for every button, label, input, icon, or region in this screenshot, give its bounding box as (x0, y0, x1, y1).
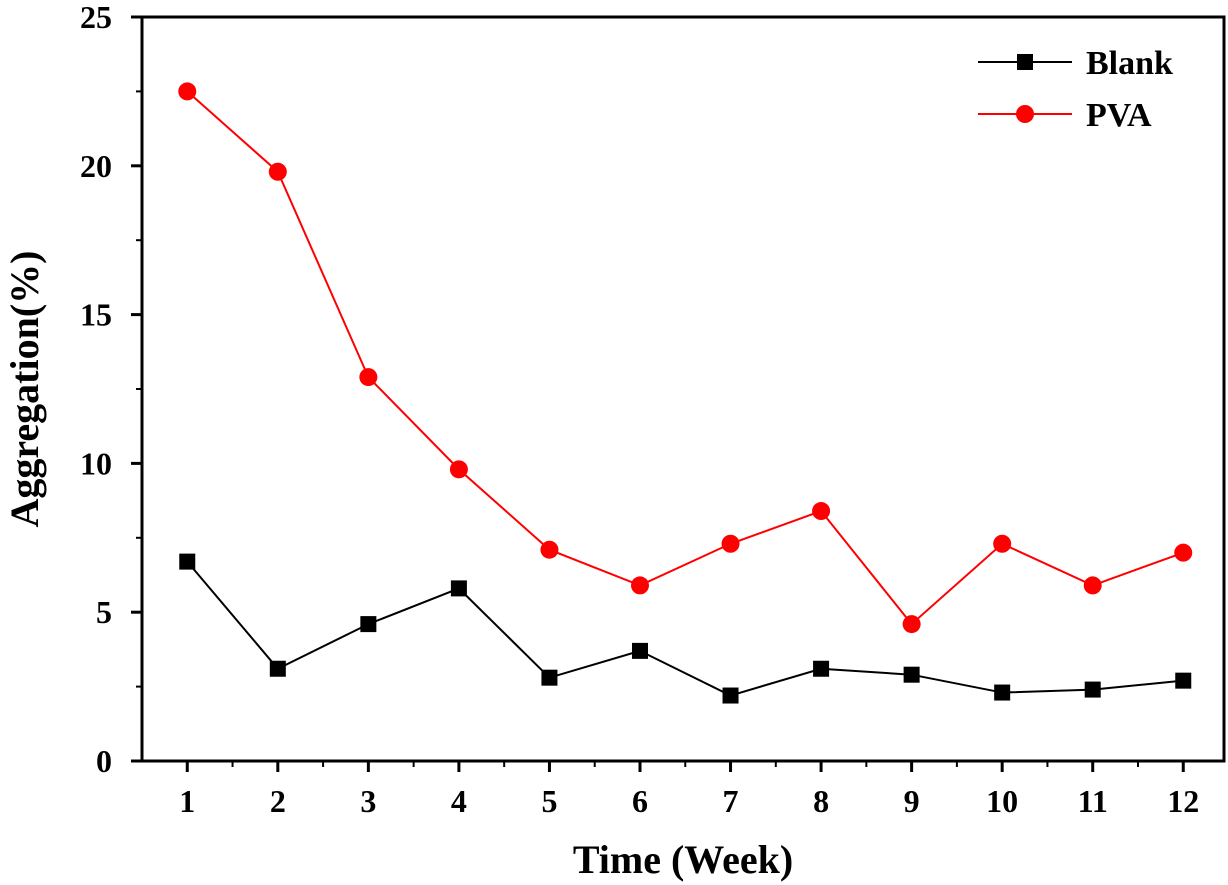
data-point-pva (630, 576, 649, 595)
y-tick-label: 10 (80, 445, 112, 481)
x-tick-label: 11 (1078, 783, 1108, 819)
data-point-blank (903, 666, 920, 683)
y-tick-label: 25 (80, 0, 112, 35)
data-point-blank (722, 687, 739, 704)
data-point-pva (268, 162, 287, 181)
data-point-blank (1175, 672, 1192, 689)
data-point-pva (721, 534, 740, 553)
data-point-blank (631, 642, 648, 659)
x-tick-label: 5 (541, 783, 557, 819)
legend-label-pva: PVA (1086, 97, 1152, 134)
data-point-pva (812, 502, 831, 521)
data-point-blank (541, 669, 558, 686)
data-point-pva (1083, 576, 1102, 595)
x-tick-label: 2 (270, 783, 286, 819)
data-point-pva (902, 615, 921, 634)
data-point-blank (1084, 681, 1101, 698)
x-tick-label: 10 (986, 783, 1018, 819)
data-point-blank (450, 580, 467, 597)
x-tick-label: 3 (360, 783, 376, 819)
series-layer (178, 82, 1193, 704)
x-axis: 1 2 3 4 5 6 7 8 9 10 11 12 (179, 761, 1199, 819)
y-tick-label: 0 (96, 743, 112, 779)
legend-marker-blank (1017, 54, 1033, 70)
data-point-pva (449, 460, 468, 479)
x-tick-label: 6 (632, 783, 648, 819)
x-tick-label: 1 (179, 783, 195, 819)
x-tick-label: 7 (723, 783, 739, 819)
legend: Blank PVA (978, 45, 1173, 134)
y-tick-label: 15 (80, 297, 112, 333)
x-tick-label: 9 (904, 783, 920, 819)
series-line-blank (186, 560, 1184, 697)
y-tick-label: 5 (96, 594, 112, 630)
legend-marker-pva (1016, 105, 1034, 123)
x-tick-label: 12 (1167, 783, 1199, 819)
series-line-pva (186, 90, 1184, 626)
data-point-blank (360, 616, 377, 633)
plot-frame (140, 15, 1226, 763)
data-point-pva (359, 368, 378, 387)
data-point-pva (1174, 543, 1193, 562)
x-tick-label: 4 (451, 783, 467, 819)
y-axis: 0 5 10 15 20 25 (80, 0, 142, 779)
data-point-blank (179, 553, 196, 570)
y-tick-label: 20 (80, 148, 112, 184)
data-point-pva (993, 534, 1012, 553)
data-point-blank (813, 660, 830, 677)
legend-label-blank: Blank (1086, 45, 1173, 82)
data-point-blank (269, 660, 286, 677)
y-axis-title: Aggregation(%) (2, 251, 47, 528)
x-axis-title: Time (Week) (573, 837, 793, 882)
data-point-pva (178, 82, 197, 101)
x-tick-label: 8 (813, 783, 829, 819)
data-point-blank (994, 684, 1011, 701)
data-point-pva (540, 540, 559, 559)
